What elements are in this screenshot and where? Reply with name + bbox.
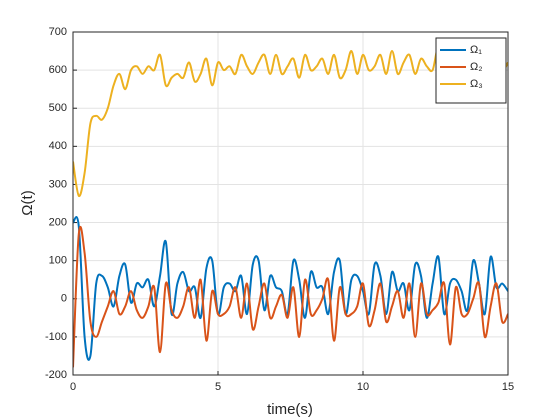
x-axis-label: time(s) <box>267 401 313 418</box>
x-tick-label: 5 <box>215 381 221 393</box>
y-axis-label: Ω(t) <box>19 190 36 215</box>
y-tick-label: -100 <box>45 331 67 343</box>
x-tick-label: 10 <box>357 381 369 393</box>
x-tick-label: 0 <box>70 381 76 393</box>
y-tick-label: 400 <box>49 140 67 152</box>
legend-label: Ω₂ <box>470 61 483 73</box>
legend-box <box>435 37 507 104</box>
series-line <box>73 225 508 368</box>
y-tick-label: 600 <box>49 64 67 76</box>
legend-label: Ω₃ <box>470 78 483 90</box>
y-tick-label: -200 <box>45 369 67 381</box>
y-tick-label: 700 <box>49 26 67 38</box>
y-tick-label: 500 <box>49 102 67 114</box>
x-tick-label: 15 <box>502 381 514 393</box>
y-tick-label: 200 <box>49 216 67 228</box>
axes-box <box>72 31 509 376</box>
y-tick-label: 300 <box>49 178 67 190</box>
legend-label: Ω₁ <box>470 44 482 56</box>
y-tick-label: 0 <box>61 293 67 305</box>
y-tick-label: 100 <box>49 255 67 267</box>
